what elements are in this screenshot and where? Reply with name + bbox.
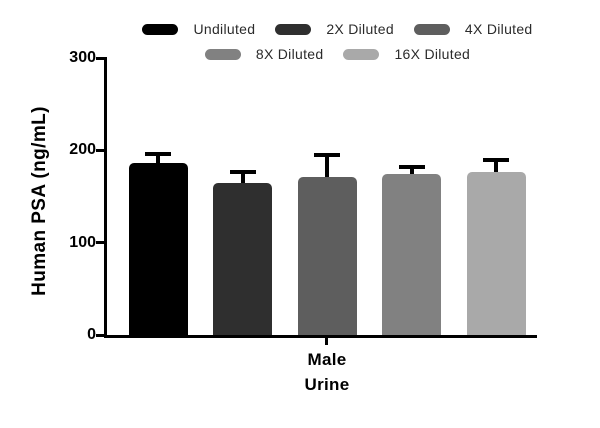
bar-4x-diluted [297, 177, 357, 335]
error-bar-stem-8x-diluted [409, 166, 414, 175]
error-bar-stem-16x-diluted [494, 159, 498, 172]
bar-8x-diluted [382, 174, 441, 335]
legend-label-16x-diluted: 16X Diluted [394, 46, 471, 62]
y-axis-tick-100 [96, 241, 105, 245]
error-bar-stem-4x-diluted [325, 154, 329, 178]
error-bar-stem-undiluted [156, 154, 160, 164]
bar-undiluted [128, 163, 188, 335]
error-bar-cap-8x-diluted [398, 164, 425, 169]
y-axis-tick-200 [96, 148, 105, 152]
y-axis-tick-label-200: 200 [69, 141, 96, 159]
legend-swatch-2x-diluted [275, 23, 312, 35]
x-axis-group-label: Male Urine [267, 347, 387, 397]
bar-2x-diluted [213, 182, 272, 335]
legend-item-16x-diluted: 16X Diluted [343, 46, 470, 62]
legend-label-4x-diluted: 4X Diluted [464, 21, 533, 37]
legend-swatch-4x-diluted [413, 23, 450, 35]
error-bar-cap-2x-diluted [229, 170, 256, 175]
legend-swatch-8x-diluted [204, 48, 241, 60]
error-bar-cap-undiluted [145, 152, 171, 157]
legend-swatch-16x-diluted [343, 48, 380, 60]
bar-16x-diluted [466, 171, 526, 335]
y-axis-tick-label-0: 0 [87, 326, 96, 343]
legend-label-undiluted: Undiluted [193, 21, 256, 37]
legend-row-1: Undiluted 2X Diluted 4X Diluted [142, 21, 532, 37]
legend-row-2: 8X Diluted 16X Diluted [204, 46, 470, 62]
legend: Undiluted 2X Diluted 4X Diluted 8X Diluted 1… [75, 21, 600, 62]
x-axis-group-label-line1: Male [307, 350, 347, 369]
error-bar-stem-2x-diluted [240, 172, 245, 183]
y-axis-title: Human PSA (ng/mL) [29, 106, 50, 296]
legend-label-2x-diluted: 2X Diluted [326, 21, 394, 37]
y-axis-tick-label-100: 100 [69, 233, 96, 251]
y-axis-tick-label-300: 300 [69, 49, 96, 66]
legend-item-4x-diluted: 4X Diluted [413, 21, 533, 37]
error-bar-cap-16x-diluted [483, 157, 509, 162]
legend-item-undiluted: Undiluted [142, 21, 255, 37]
y-axis-tick-300 [96, 56, 105, 60]
legend-item-8x-diluted: 8X Diluted [204, 46, 324, 62]
legend-label-8x-diluted: 8X Diluted [255, 46, 324, 62]
error-bar-cap-4x-diluted [314, 152, 340, 157]
x-axis-line [104, 335, 537, 338]
x-axis-group-tick [325, 338, 328, 345]
x-axis-group-label-line2: Urine [304, 375, 350, 394]
y-axis-tick-0 [96, 333, 105, 337]
legend-swatch-undiluted [142, 23, 179, 35]
y-axis-line [104, 57, 107, 337]
legend-item-2x-diluted: 2X Diluted [275, 21, 394, 37]
